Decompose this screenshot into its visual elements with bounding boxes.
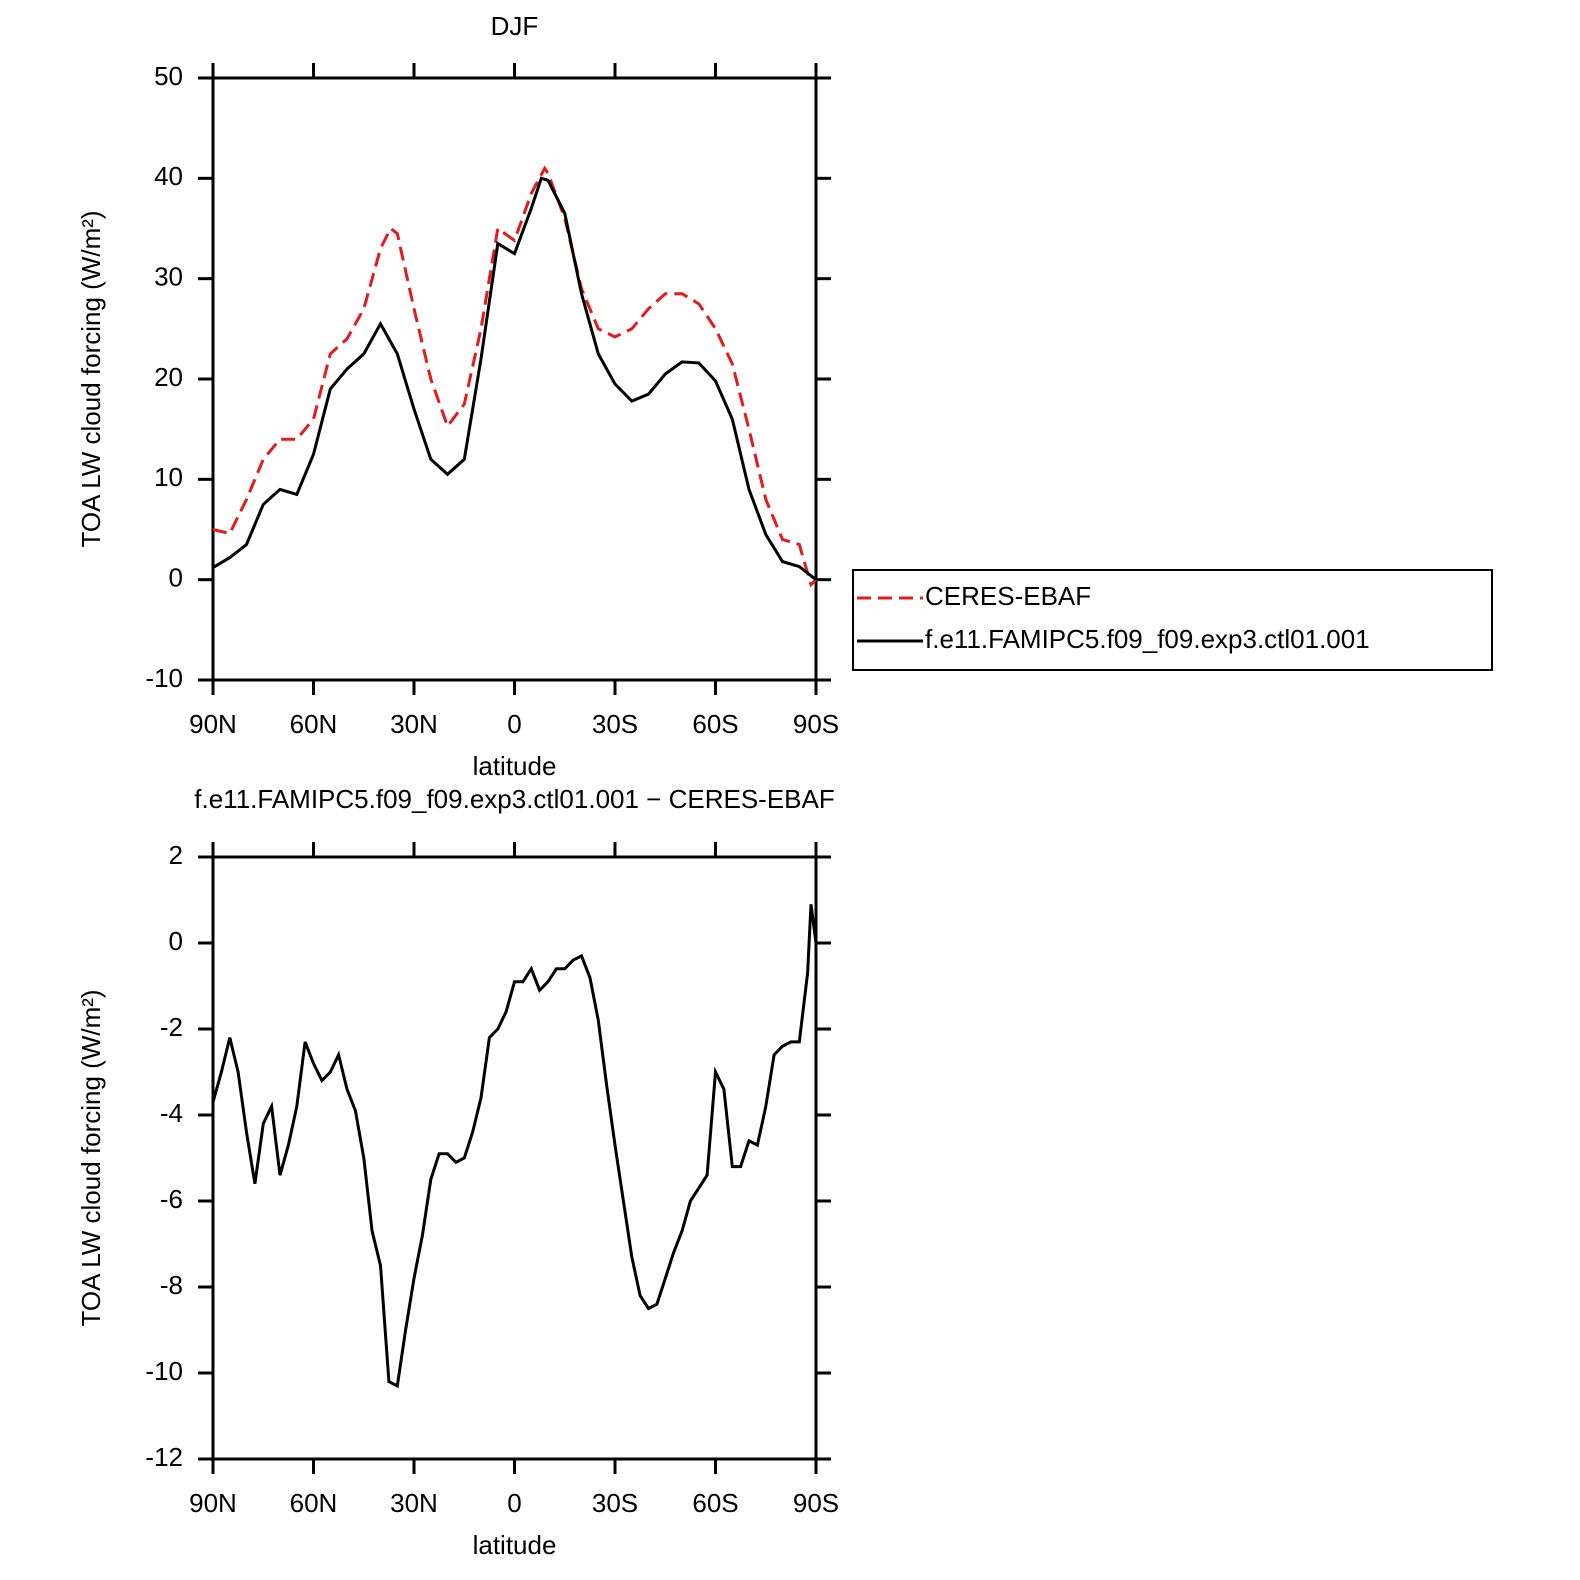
y-tick-label: 10: [154, 462, 183, 492]
x-tick-label: 0: [507, 709, 521, 739]
y-tick-label: 40: [154, 161, 183, 191]
chart-title: DJF: [491, 11, 539, 41]
y-tick-label: 2: [169, 840, 183, 870]
x-tick-label: 60N: [290, 1488, 338, 1518]
y-tick-label: -4: [160, 1098, 183, 1128]
y-tick-label: -2: [160, 1012, 183, 1042]
y-tick-label: 20: [154, 362, 183, 392]
x-axis-label: latitude: [473, 1530, 557, 1560]
x-tick-label: 90S: [793, 1488, 839, 1518]
x-tick-label: 30N: [390, 709, 438, 739]
x-tick-label: 60S: [692, 709, 738, 739]
y-tick-label: 0: [169, 563, 183, 593]
x-tick-label: 30S: [592, 709, 638, 739]
x-tick-label: 90S: [793, 709, 839, 739]
y-axis-label: TOA LW cloud forcing (W/m²): [76, 210, 106, 547]
data-line: [212, 176, 817, 581]
y-axis-label: TOA LW cloud forcing (W/m²): [76, 989, 106, 1326]
y-tick-label: -12: [145, 1442, 183, 1472]
x-tick-label: 30N: [390, 1488, 438, 1518]
y-tick-label: 50: [154, 61, 183, 91]
y-tick-label: 30: [154, 262, 183, 292]
legend-label: CERES-EBAF: [925, 581, 1091, 611]
x-tick-label: 60N: [290, 709, 338, 739]
plot-frame: [211, 76, 818, 682]
y-tick-label: -8: [160, 1270, 183, 1300]
legend-label: f.e11.FAMIPC5.f09_f09.exp3.ctl01.001: [925, 624, 1370, 654]
x-axis-label: latitude: [473, 751, 557, 781]
legend-box: [852, 569, 1493, 671]
y-tick-label: -10: [145, 1356, 183, 1386]
x-tick-label: 60S: [692, 1488, 738, 1518]
x-tick-label: 90N: [189, 709, 237, 739]
chart-title: f.e11.FAMIPC5.f09_f09.exp3.ctl01.001 − C…: [194, 784, 834, 814]
x-tick-label: 0: [507, 1488, 521, 1518]
x-tick-label: 90N: [189, 1488, 237, 1518]
y-tick-label: -10: [145, 663, 183, 693]
data-line: [211, 904, 818, 1389]
y-tick-label: -6: [160, 1184, 183, 1214]
y-tick-label: 0: [169, 926, 183, 956]
x-tick-label: 30S: [592, 1488, 638, 1518]
plot-frame: [211, 855, 818, 1461]
data-line: [212, 165, 818, 588]
